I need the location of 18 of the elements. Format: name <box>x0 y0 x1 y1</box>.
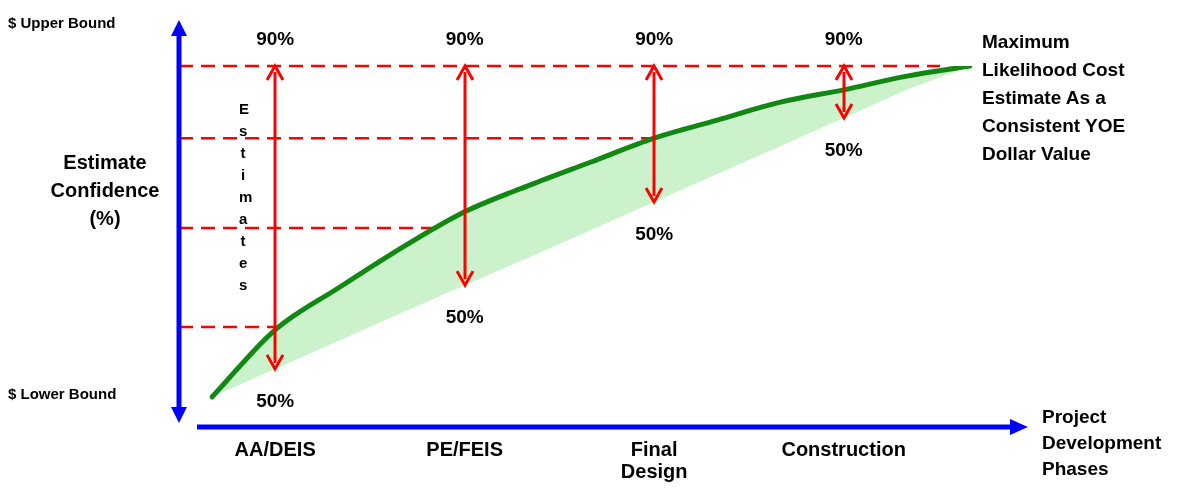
x-tick-label: PE/FEIS <box>426 437 504 460</box>
x-axis-title: Project Development Phases <box>1042 405 1163 481</box>
x-tick-label: AA/DEIS <box>234 437 316 460</box>
annotation: 50% <box>635 223 674 245</box>
y-axis-title: Estimate Confidence (%) <box>49 150 161 231</box>
text: Estimates <box>239 100 253 293</box>
text: $ Lower Bound <box>8 385 117 402</box>
annotation: 50% <box>256 390 295 412</box>
annotation: 90% <box>445 28 484 50</box>
annotation: 90% <box>256 28 295 50</box>
x-tick-label: Construction <box>781 437 906 460</box>
text: $ Upper Bound <box>8 14 116 31</box>
x-tick-label: Final Design <box>620 437 688 482</box>
annotation: 50% <box>824 139 863 161</box>
annotation: Maximum Likelihood Cost Estimate As a Consistent YOE Dollar Value <box>982 30 1127 166</box>
annotation: 90% <box>635 28 674 50</box>
annotation: 50% <box>445 306 484 328</box>
annotation: 90% <box>824 28 863 50</box>
